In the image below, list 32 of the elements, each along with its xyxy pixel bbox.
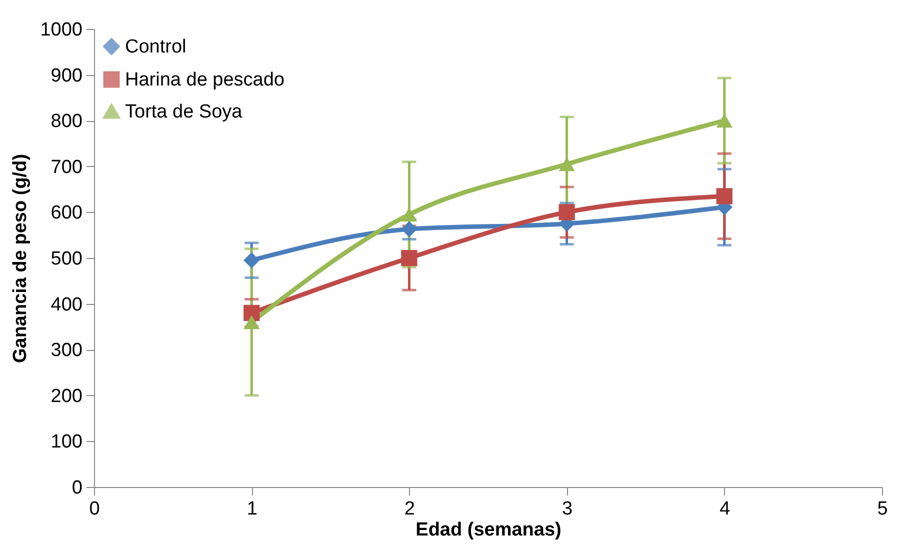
point: [401, 221, 418, 238]
x-tick-label: 2: [404, 498, 415, 520]
x-tick-label: 3: [562, 498, 573, 520]
y-tick-label: 0: [72, 478, 82, 498]
x-axis-title: Edad (semanas): [416, 520, 562, 540]
point: [401, 250, 418, 266]
y-tick-label: 500: [50, 248, 82, 270]
point: [558, 157, 575, 172]
y-tick-label: 100: [50, 432, 82, 453]
point: [244, 315, 260, 330]
x-tick-label: 1: [246, 498, 258, 520]
point: [244, 252, 260, 268]
legend-label: Harina de pescado: [125, 70, 284, 90]
y-tick-label: 700: [50, 156, 82, 178]
y-tick-label: 300: [50, 340, 82, 362]
legend-label: Torta de Soya: [125, 102, 243, 122]
y-tick-label: 800: [50, 111, 82, 132]
point: [716, 114, 732, 128]
point: [558, 204, 575, 220]
x-tick-label: 5: [877, 498, 888, 520]
x-tick-label: 4: [720, 498, 731, 520]
y-tick-label: 400: [50, 294, 82, 316]
y-tick-label: 600: [50, 202, 82, 224]
legend-label: Control: [125, 36, 186, 58]
y-tick-label: 1000: [40, 20, 82, 40]
point: [401, 208, 418, 222]
y-axis-title: Ganancia de peso (g/d): [10, 154, 32, 364]
point: [716, 188, 732, 204]
y-tick-label: 200: [50, 386, 82, 407]
point: [244, 304, 260, 322]
y-tick-label: 900: [50, 65, 82, 86]
x-tick-label: 0: [89, 498, 100, 520]
